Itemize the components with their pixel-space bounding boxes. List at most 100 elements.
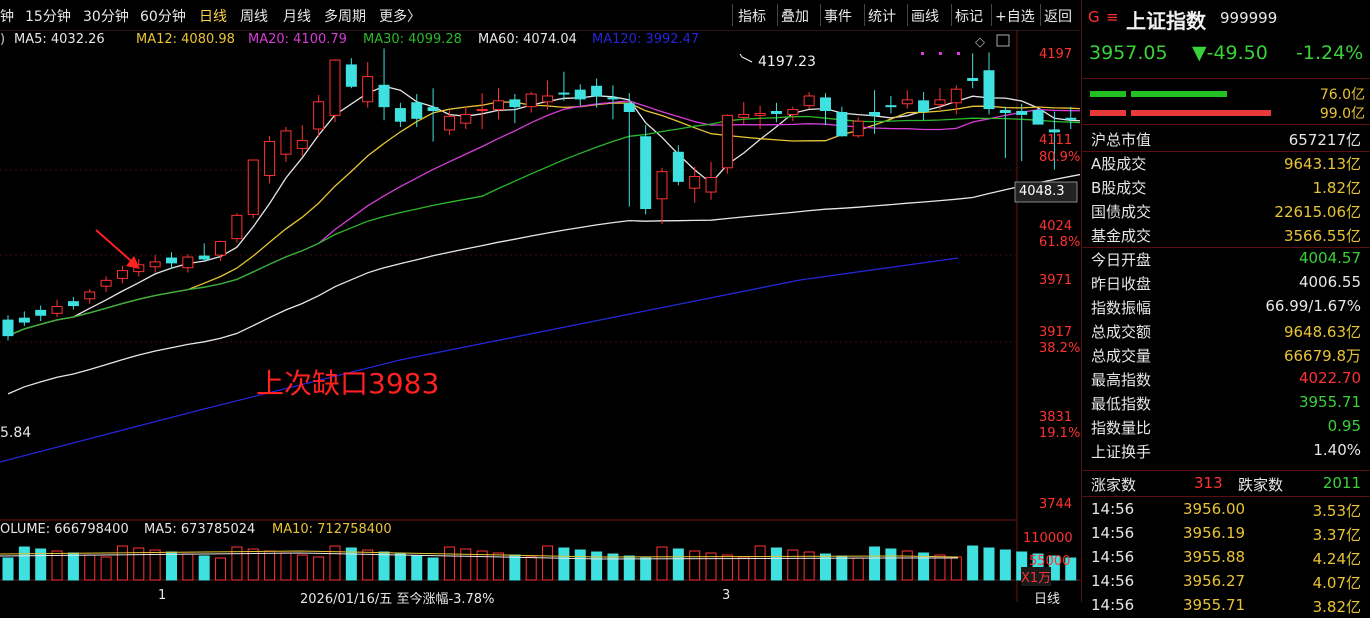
stat-row: 指数振幅 66.99/1.67% <box>1082 295 1367 319</box>
candle-body <box>640 136 652 210</box>
tick-row[interactable]: 14:56 3955.71 3.82亿 <box>1082 594 1367 618</box>
period-tab[interactable]: 钟 <box>0 9 14 25</box>
tick-time: 14:56 <box>1091 572 1135 590</box>
period-tab[interactable]: 月线 <box>283 9 311 25</box>
tick-price: 3955.88 <box>1183 548 1246 566</box>
toolbar-divider <box>951 4 952 26</box>
tool-button[interactable]: 画线 <box>911 9 939 25</box>
period-button[interactable]: 日线 <box>1034 592 1061 607</box>
candle-body <box>901 99 913 105</box>
candle-body <box>542 95 554 103</box>
up-count-label: 涨家数 <box>1091 476 1137 494</box>
tool-button[interactable]: 事件 <box>824 9 852 25</box>
candle-body <box>787 109 799 115</box>
sell-amount: 99.0亿 <box>1319 106 1365 122</box>
down-count: 2011 <box>1322 474 1361 492</box>
candle-body <box>934 99 946 106</box>
candle-body <box>1048 129 1060 133</box>
legend-toggle-icon[interactable]: ) <box>0 32 6 47</box>
stat-row: 沪总市值 657217亿 <box>1082 127 1367 151</box>
stat-label: 今日开盘 <box>1091 251 1152 269</box>
stat-label: 总成交量 <box>1091 347 1152 365</box>
candle-body <box>623 103 635 113</box>
volume-bar <box>362 549 374 581</box>
candle-body <box>51 306 63 314</box>
toolbar-divider <box>777 4 778 26</box>
ma-legend-item: MA12: 4080.98 <box>136 32 235 47</box>
volume-bar <box>394 553 406 581</box>
volume-bar <box>18 546 30 581</box>
ma-legend-item: MA30: 4099.28 <box>363 32 462 47</box>
stat-value: 4022.70 <box>1298 369 1361 387</box>
volume-bar <box>116 545 128 581</box>
volume-bar <box>885 548 897 581</box>
volume-bar <box>754 545 766 581</box>
stat-row: B股成交 1.82亿 <box>1082 175 1367 199</box>
period-tab[interactable]: 15分钟 <box>25 9 71 25</box>
stat-row: 指数量比 0.95 <box>1082 415 1367 439</box>
candle-body <box>574 89 586 100</box>
menu-icon[interactable]: ≡ <box>1106 8 1119 26</box>
candle-body <box>231 214 243 240</box>
tick-row[interactable]: 14:56 3955.88 4.24亿 <box>1082 546 1367 570</box>
volume-bar <box>607 553 619 581</box>
tool-button[interactable]: 指标 <box>738 9 766 25</box>
candle-body <box>493 100 504 111</box>
volume-legend-item: OLUME: 666798400 <box>0 522 129 537</box>
candle-body <box>999 110 1011 113</box>
expand-icon[interactable] <box>996 34 1010 47</box>
volume-bar <box>1065 557 1077 581</box>
volume-bar <box>100 556 112 581</box>
stat-label: 上证换手 <box>1091 443 1152 461</box>
volume-bar <box>901 550 913 581</box>
candle-body <box>869 111 881 116</box>
volume-axis-label: 110000 <box>1023 531 1073 546</box>
volume-bar <box>820 553 831 581</box>
volume-bar <box>934 554 946 581</box>
period-tab[interactable]: 多周期 <box>324 9 366 25</box>
volume-bar <box>35 548 47 581</box>
tool-button[interactable]: 统计 <box>868 9 896 25</box>
volume-bar <box>280 552 292 581</box>
toolbar-divider <box>732 4 733 26</box>
tick-row[interactable]: 14:56 3956.00 3.53亿 <box>1082 498 1367 522</box>
candle-body <box>116 270 128 279</box>
stat-value: 4006.55 <box>1298 273 1361 291</box>
tick-row[interactable]: 14:56 3956.19 3.37亿 <box>1082 522 1367 546</box>
candle-body <box>296 140 308 149</box>
candle-body <box>166 257 177 264</box>
tool-button[interactable]: 标记 <box>955 9 983 25</box>
red-arrow-head <box>126 256 140 269</box>
candle-body <box>378 84 390 108</box>
tool-button[interactable]: +自选 <box>995 9 1035 25</box>
volume-bar <box>918 552 930 581</box>
period-tab[interactable]: 日线 <box>199 9 227 25</box>
tool-button[interactable]: 叠加 <box>781 9 809 25</box>
period-tab[interactable]: 60分钟 <box>140 9 186 25</box>
diamond-icon[interactable]: ◇ <box>975 35 985 50</box>
tick-volume: 3.82亿 <box>1312 598 1361 616</box>
volume-bar <box>443 546 455 581</box>
candle-body <box>1032 110 1044 125</box>
candle-body <box>607 97 619 100</box>
volume-bar <box>640 557 652 581</box>
kline-chart[interactable]: ◇ <box>0 30 1080 602</box>
tick-row[interactable]: 14:56 3956.27 4.07亿 <box>1082 570 1367 594</box>
candle-body <box>672 151 684 182</box>
stat-row: 总成交量 66679.8万 <box>1082 343 1367 367</box>
tool-button[interactable]: 返回 <box>1044 9 1072 25</box>
price-axis-label: 80.9% <box>1039 150 1081 165</box>
stat-label: 总成交额 <box>1091 323 1152 341</box>
period-tab[interactable]: 30分钟 <box>83 9 129 25</box>
candle-body <box>509 99 521 108</box>
sell-bar-1 <box>1090 110 1126 116</box>
candle-body <box>885 105 897 108</box>
period-tab[interactable]: 周线 <box>240 9 268 25</box>
candle-body <box>280 130 292 155</box>
volume-legend-item: MA5: 673785024 <box>144 522 256 537</box>
price-axis-label: 38.2% <box>1039 341 1081 356</box>
period-tab[interactable]: 更多〉 <box>379 9 421 25</box>
stat-value: 3566.55亿 <box>1283 227 1361 245</box>
volume-bar <box>411 555 423 581</box>
candle-body <box>198 255 210 260</box>
